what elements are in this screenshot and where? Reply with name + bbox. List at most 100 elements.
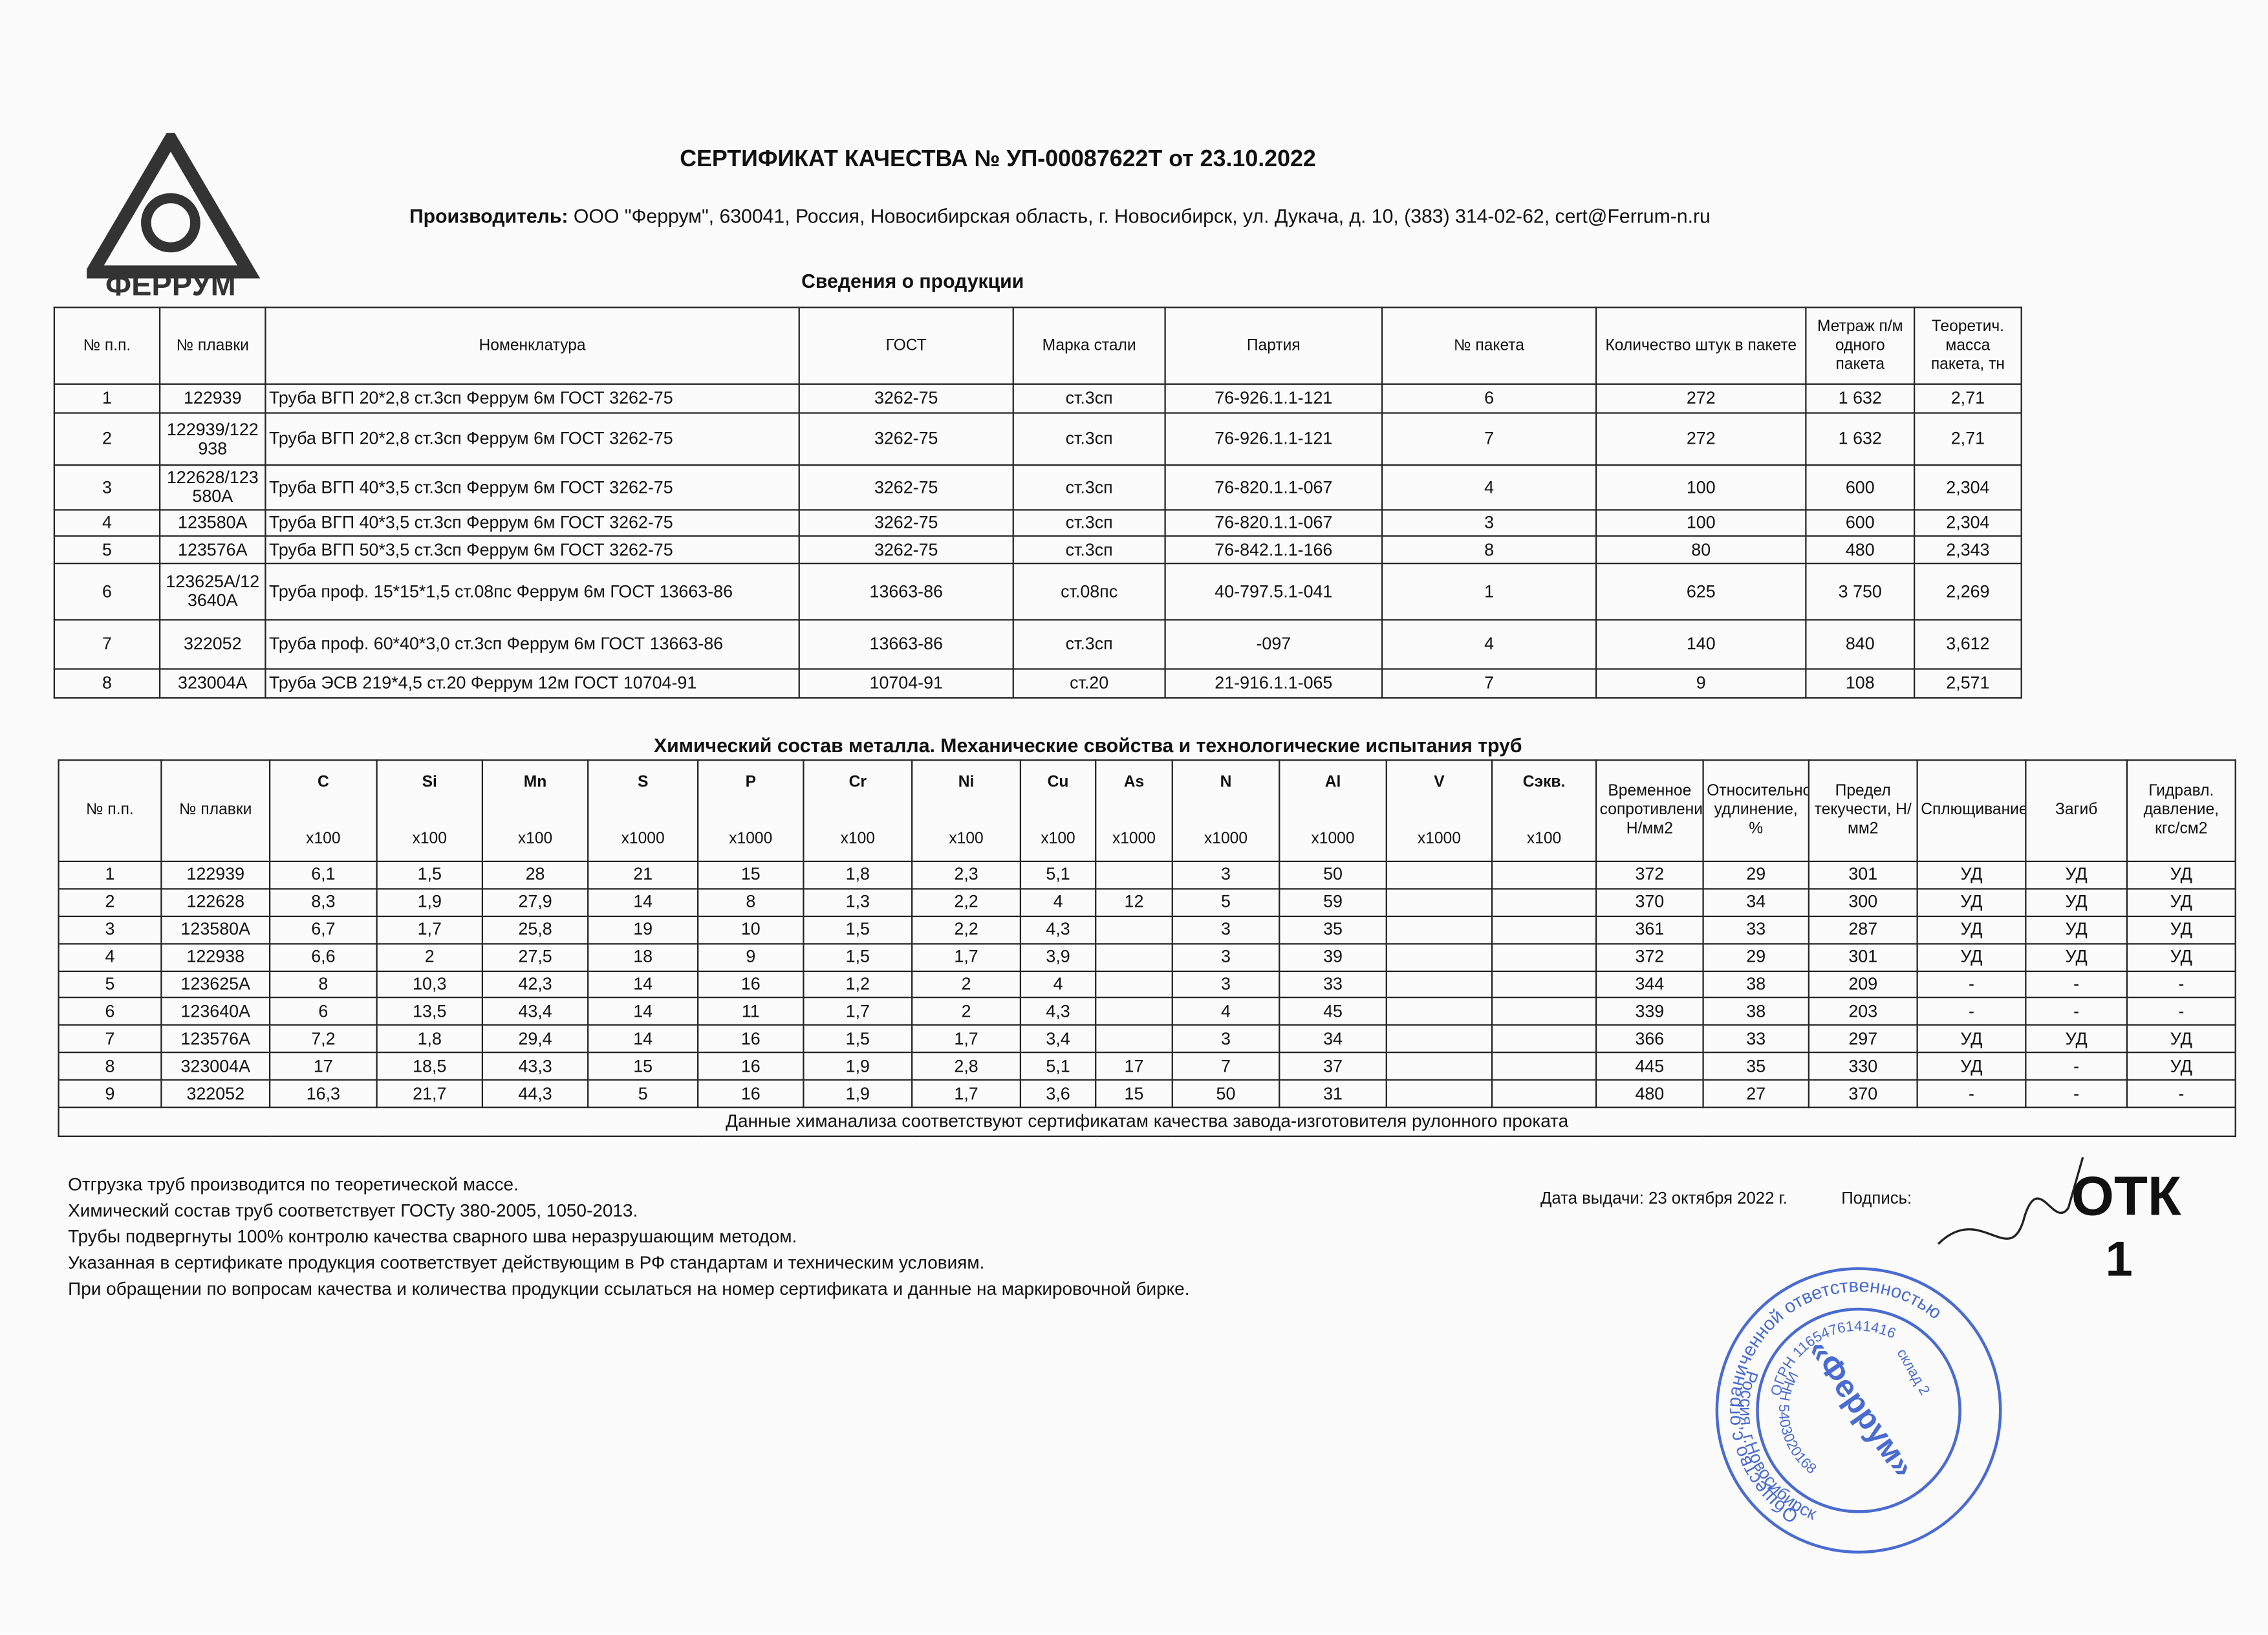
element-name: Al [1324,773,1341,791]
note: При обращении по вопросам качества и кол… [68,1279,1190,1299]
element-unit: x1000 [621,829,665,847]
cell: 1 632 [1805,383,1916,414]
cell [1491,1052,1597,1081]
cell: 3,4 [1019,1024,1097,1054]
cell: 13663-86 [798,563,1014,621]
header-row: № п.п. № плавки Номенклатура ГОСТ Марка стал… [53,307,2022,385]
cell: 6 [1381,383,1597,414]
cell: 297 [1808,1024,1918,1054]
cell: 7 [1381,412,1597,466]
signature: ОТК 1 [1937,1156,2181,1287]
header-cell: Cr x100 [803,759,913,863]
cell: 3 [1171,1024,1280,1054]
cell: 15 [1095,1079,1173,1109]
cell: 7 [58,1024,162,1054]
cell: 10704-91 [798,668,1014,699]
cell: 27,9 [481,888,589,917]
cell: - [1916,969,2027,999]
cell: 7 [1381,668,1597,699]
element-name: S [637,773,649,791]
cell: 1,5 [803,1024,913,1054]
cell: 13663-86 [798,619,1014,670]
note: Отгрузка труб производится по теоретичес… [68,1175,519,1195]
cell: УД [2025,942,2128,972]
cell: 21-916.1.1-065 [1164,668,1383,699]
header-cell: Ni x100 [911,759,1022,863]
cell: 14 [587,997,699,1026]
cell: УД [1916,942,2027,972]
cell: 1 [1381,563,1597,621]
header-cell: № п.п. [53,307,161,385]
header-cell: Метраж п/м одного пакета [1805,307,1916,385]
cell: ст.3сп [1012,535,1166,565]
cell: 339 [1595,997,1704,1026]
cell: 1,9 [376,888,484,917]
cell: - [1916,997,2027,1026]
cell: 2,304 [1914,464,2022,511]
element-name: V [1434,773,1445,791]
cell [1491,942,1597,972]
cell: 123625A [160,969,271,999]
cell: 43,4 [481,997,589,1026]
cell: УД [1916,860,2027,890]
cell: 1 [58,860,162,890]
producer-label: Производитель: [409,205,568,228]
cell: 38 [1702,997,1809,1026]
cell [1491,969,1597,999]
cell: 6,7 [269,915,378,944]
cell: 7,2 [269,1024,378,1054]
cell: 31 [1279,1079,1387,1109]
otk-number: 1 [2105,1232,2132,1287]
header-cell: Марка стали [1012,307,1166,385]
element-name: Mn [523,773,547,791]
cell: 28 [481,860,589,890]
cell: 1,7 [376,915,484,944]
element-name: Сэкв. [1522,773,1566,791]
cell: 38 [1702,969,1809,999]
cell: 6,6 [269,942,378,972]
logo-triangle [87,133,261,279]
cell: УД [2126,860,2236,890]
cell: - [2025,1052,2128,1081]
table-row: 5 123576A Труба ВГП 50*3,5 ст.3сп Феррум 6… [53,535,2022,565]
cell: 18 [587,942,699,972]
cell: 122628/123580A [159,464,266,511]
element-unit: x100 [412,829,447,847]
cell: - [2025,969,2128,999]
cell: 370 [1808,1079,1918,1109]
cell: 6 [269,997,378,1026]
cell [1491,888,1597,917]
cell: 16 [697,969,805,999]
cell: 2,2 [911,888,1022,917]
cell: 122938 [160,942,271,972]
header-stack: As x1000 [1099,773,1169,848]
element-name: N [1220,773,1232,791]
header-cell: Партия [1164,307,1383,385]
stamp-store: склад 2 [1894,1346,1933,1398]
cell: 100 [1595,509,1807,537]
cell: 1,2 [803,969,913,999]
cell: 17 [1095,1052,1173,1081]
cell: 209 [1808,969,1918,999]
header-cell: Загиб [2025,759,2128,863]
cell: 361 [1595,915,1704,944]
cell [1385,997,1493,1026]
cell: 140 [1595,619,1807,670]
cell: 21 [587,860,699,890]
cell [1385,942,1493,972]
signature-label: Подпись: [1841,1190,1912,1208]
logo: ФЕРРУМ [87,133,261,301]
cell: 3262-75 [798,464,1014,511]
header-cell: Предел текучести, Н/мм2 [1808,759,1918,863]
cell: 2,2 [911,915,1022,944]
cell: 8 [58,1052,162,1081]
cell: 76-820.1.1-067 [1164,464,1383,511]
cell: 2,3 [911,860,1022,890]
element-unit: x100 [1041,829,1075,847]
cell: 372 [1595,860,1704,890]
cell: 14 [587,969,699,999]
cell: 10 [697,915,805,944]
header-cell: Гидравл. давление, кгс/см2 [2126,759,2236,863]
